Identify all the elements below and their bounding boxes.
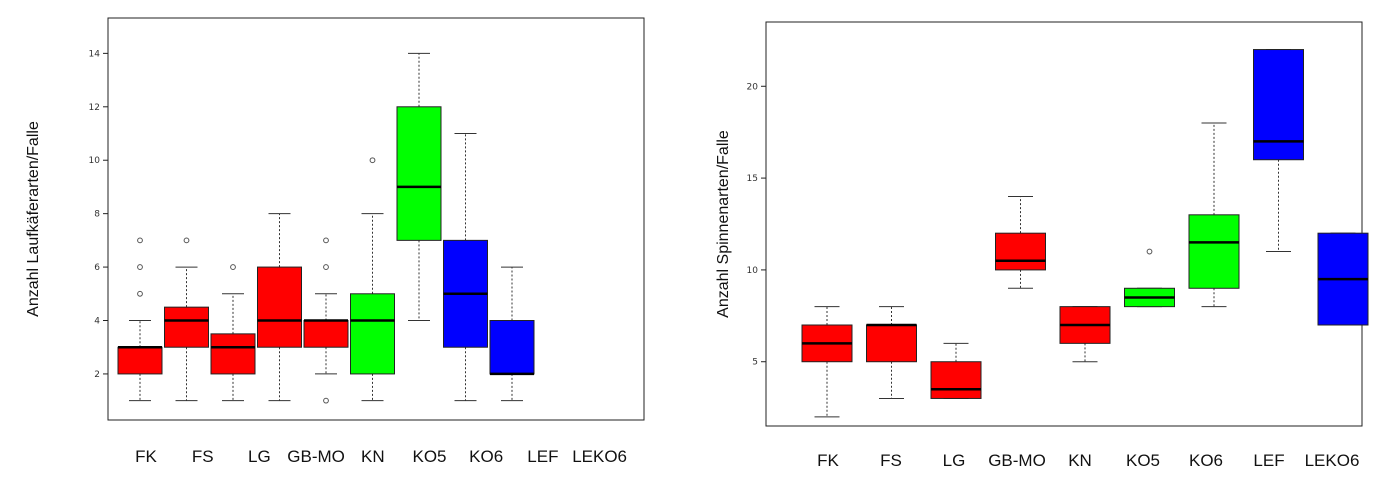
x-category-label: FS [192,447,214,466]
box-iqr [350,293,395,375]
x-category-label: KO5 [412,447,446,466]
outlier-point [323,264,329,270]
x-category-label: GB-MO [988,451,1046,470]
y-axis-label: Anzahl Spinnenarten/Falle [715,130,732,318]
y-tick-label: 15 [747,174,758,184]
box-iqr [1253,49,1304,161]
box-iqr [396,106,442,241]
box-spinnen-lef [1253,49,1304,253]
box-laufkaefer-lef [443,133,488,402]
box-laufkaefer-fs [164,237,209,402]
box-spinnen-leko6 [1317,232,1369,326]
outlier-point [369,157,376,164]
box-laufkaefer-lg [210,264,256,402]
boxplot-laufkaefer: 2 4 6 8 10 12 14 Anzahl Laufkäferarten/Falle FK F… [25,17,645,466]
x-category-label: LEKO6 [572,447,627,466]
box-iqr [257,266,302,348]
y-tick-label: 20 [747,82,759,92]
outlier-point [323,397,329,404]
y-tick-label: 8 [94,210,100,220]
box-iqr [995,232,1046,271]
x-category-label: LEKO6 [1305,451,1360,470]
outlier-point [137,264,143,270]
box-laufkaefer-kn [303,237,349,404]
outlier-point [230,264,236,270]
x-category-label: KN [1068,451,1092,470]
x-category-label: LG [943,451,966,470]
box-spinnen-fk [801,306,853,418]
y-tick-label: 2 [94,370,100,380]
y-tick-label: 6 [94,263,100,273]
x-category-label: KN [361,447,385,466]
box-iqr [489,320,535,375]
box-spinnen-ko5 [1124,248,1175,308]
x-category-label: FK [135,447,157,466]
x-category-label: KO5 [1126,451,1160,470]
box-iqr [1188,214,1240,289]
box-laufkaefer-fk [117,237,163,402]
chart-panel-spinnen: 5 10 15 20 Anzahl Spinnenarten/Falle FK FS LG GB… [700,0,1376,477]
chart-panel-laufkaefer: 2 4 6 8 10 12 14 Anzahl Laufkäferarten/Falle FK F… [0,0,680,477]
outlier-point [183,237,190,244]
box-iqr [210,333,256,375]
outlier-point [1146,248,1153,255]
box-iqr [930,361,982,399]
y-tick-label: 5 [752,358,758,368]
y-tick-label: 4 [94,317,100,327]
x-category-label: KO6 [469,447,503,466]
x-category-label: LEF [527,447,558,466]
y-tick-label: 12 [89,103,100,113]
box-iqr [866,324,917,363]
outlier-point [137,290,143,297]
boxplot-spinnen: 5 10 15 20 Anzahl Spinnenarten/Falle FK FS LG GB… [715,21,1369,470]
box-laufkaefer-gb-mo [257,213,302,402]
outlier-point [137,237,143,244]
x-category-label: FS [880,451,902,470]
box-iqr [117,346,163,375]
box-spinnen-gb-mo [995,195,1046,289]
x-category-label: KO6 [1189,451,1223,470]
box-spinnen-fs [866,306,917,399]
box-spinnen-ko6 [1188,122,1240,308]
outlier-point [323,237,329,244]
box-laufkaefer-ko6 [396,52,442,322]
box-spinnen-kn [1059,306,1111,363]
box-iqr [303,320,349,348]
x-category-label: LG [248,447,271,466]
y-tick-label: 14 [89,49,101,59]
y-tick-label: 10 [747,266,759,276]
y-tick-label: 10 [89,156,101,166]
x-category-label: FK [817,451,839,470]
y-axis-label: Anzahl Laufkäferarten/Falle [25,121,42,317]
box-iqr [164,306,209,348]
x-category-label: GB-MO [287,447,345,466]
box-spinnen-lg [930,342,982,399]
x-category-label: LEF [1253,451,1284,470]
box-laufkaefer-ko5 [350,157,395,402]
box-laufkaefer-leko6 [489,266,535,402]
